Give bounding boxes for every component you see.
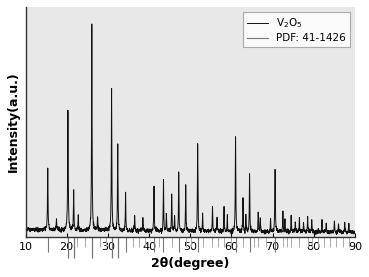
- Y-axis label: Intensity(a.u.): Intensity(a.u.): [7, 71, 20, 172]
- V₂O₅: [37, 228, 41, 232]
- X-axis label: 2θ(degree): 2θ(degree): [151, 257, 230, 270]
- V₂O₅: [314, 233, 318, 236]
- V₂O₅: [88, 222, 92, 225]
- V₂O₅: [335, 229, 340, 232]
- V₂O₅: [184, 225, 189, 228]
- V₂O₅: [353, 231, 357, 234]
- V₂O₅: [90, 22, 94, 25]
- V₂O₅: [25, 229, 29, 232]
- V₂O₅: [23, 226, 28, 230]
- Legend: V$_2$O$_5$, PDF: 41-1426: V$_2$O$_5$, PDF: 41-1426: [242, 12, 350, 47]
- V₂O₅: [43, 226, 48, 230]
- Line: V₂O₅: V₂O₅: [25, 24, 355, 235]
